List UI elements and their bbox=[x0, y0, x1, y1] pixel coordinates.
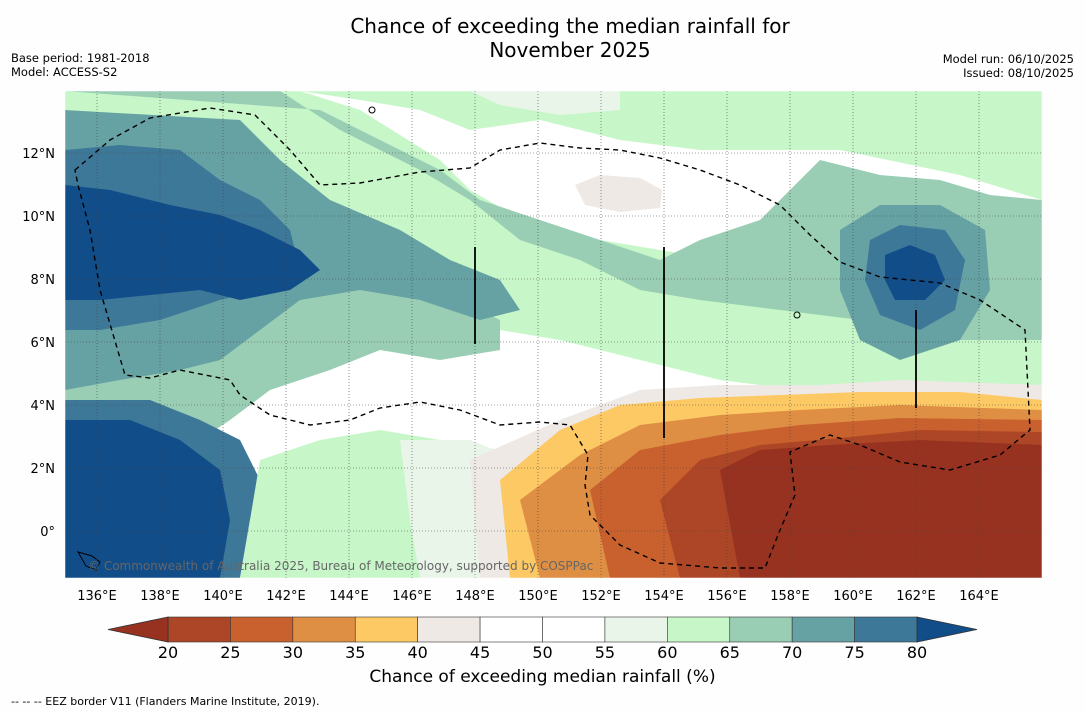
colorbar-swatch bbox=[604, 616, 668, 643]
graticule bbox=[65, 91, 1042, 578]
colorbar-swatch bbox=[667, 616, 731, 643]
lon-label: 158°E bbox=[770, 589, 810, 604]
eez-footnote: -- -- -- EEZ border V11 (Flanders Marine… bbox=[11, 695, 320, 708]
latitude-labels: 12°N 10°N 8°N 6°N 4°N 2°N 0° bbox=[22, 147, 55, 540]
eez-border bbox=[74, 107, 1031, 569]
colorbar-tick-label: 65 bbox=[720, 643, 740, 662]
lat-label: 0° bbox=[40, 525, 55, 540]
colorbar-tick-label: 80 bbox=[907, 643, 927, 662]
map-title: Chance of exceeding the median rainfall … bbox=[0, 14, 1085, 62]
model-run-date: Model run: 06/10/2025 bbox=[942, 52, 1074, 66]
colorbar-tick-label: 70 bbox=[782, 643, 802, 662]
colorbar-over-arrow bbox=[916, 616, 978, 643]
lon-label: 154°E bbox=[644, 589, 684, 604]
colorbar-swatch bbox=[729, 616, 793, 643]
lon-label: 138°E bbox=[140, 589, 180, 604]
colorbar: 20 25 30 35 40 45 50 55 60 65 70 75 80 bbox=[107, 616, 978, 662]
colorbar-swatch bbox=[542, 616, 606, 643]
lon-label: 146°E bbox=[392, 589, 432, 604]
issued-date: Issued: 08/10/2025 bbox=[963, 66, 1074, 80]
lon-label: 152°E bbox=[581, 589, 621, 604]
colorbar-tick-label: 30 bbox=[283, 643, 303, 662]
run-info: Model run: 06/10/2025 Issued: 08/10/2025 bbox=[943, 52, 1074, 80]
lon-label: 150°E bbox=[518, 589, 558, 604]
colorbar-swatch bbox=[230, 616, 294, 643]
colorbar-tick-label: 20 bbox=[158, 643, 178, 662]
lat-label: 4°N bbox=[31, 399, 56, 414]
lon-label: 142°E bbox=[266, 589, 306, 604]
rainfall-contour-layer bbox=[65, 91, 1042, 578]
lon-label: 148°E bbox=[455, 589, 495, 604]
colorbar-swatch bbox=[167, 616, 231, 643]
colorbar-under-arrow bbox=[107, 616, 169, 643]
lat-label: 12°N bbox=[22, 147, 55, 162]
copyright-notice: © Commonwealth of Australia 2025, Bureau… bbox=[88, 559, 593, 573]
colorbar-tick-label: 50 bbox=[532, 643, 552, 662]
colorbar-tick-label: 60 bbox=[657, 643, 677, 662]
title-line-1: Chance of exceeding the median rainfall … bbox=[350, 14, 790, 38]
colorbar-tick-label: 55 bbox=[595, 643, 615, 662]
colorbar-swatch bbox=[417, 616, 481, 643]
colorbar-tick-label: 25 bbox=[220, 643, 240, 662]
colorbar-tick-label: 40 bbox=[407, 643, 427, 662]
colorbar-swatch bbox=[354, 616, 418, 643]
lon-label: 144°E bbox=[329, 589, 369, 604]
lat-label: 6°N bbox=[31, 336, 56, 351]
lat-label: 2°N bbox=[31, 462, 56, 477]
lon-label: 162°E bbox=[896, 589, 936, 604]
colorbar-tick-label: 35 bbox=[345, 643, 365, 662]
colorbar-swatch bbox=[292, 616, 356, 643]
base-period: Base period: 1981-2018 bbox=[11, 51, 150, 65]
lon-label: 164°E bbox=[959, 589, 999, 604]
model-name: Model: ACCESS-S2 bbox=[11, 65, 118, 79]
colorbar-label: Chance of exceeding median rainfall (%) bbox=[369, 667, 716, 687]
colorbar-tick-label: 45 bbox=[470, 643, 490, 662]
colorbar-swatch bbox=[479, 616, 543, 643]
lon-label: 140°E bbox=[203, 589, 243, 604]
lon-label: 160°E bbox=[833, 589, 873, 604]
colorbar-swatch bbox=[791, 616, 855, 643]
map-frame bbox=[64, 90, 1043, 579]
colorbar-swatch bbox=[854, 616, 918, 643]
lat-label: 10°N bbox=[22, 210, 55, 225]
lon-label: 156°E bbox=[707, 589, 747, 604]
title-line-2: November 2025 bbox=[489, 38, 651, 62]
colorbar-tick-label: 75 bbox=[844, 643, 864, 662]
model-info: Base period: 1981-2018 Model: ACCESS-S2 bbox=[11, 51, 150, 79]
lon-label: 136°E bbox=[77, 589, 117, 604]
lat-label: 8°N bbox=[31, 273, 56, 288]
longitude-labels: 136°E 138°E 140°E 142°E 144°E 146°E 148°… bbox=[77, 589, 999, 604]
